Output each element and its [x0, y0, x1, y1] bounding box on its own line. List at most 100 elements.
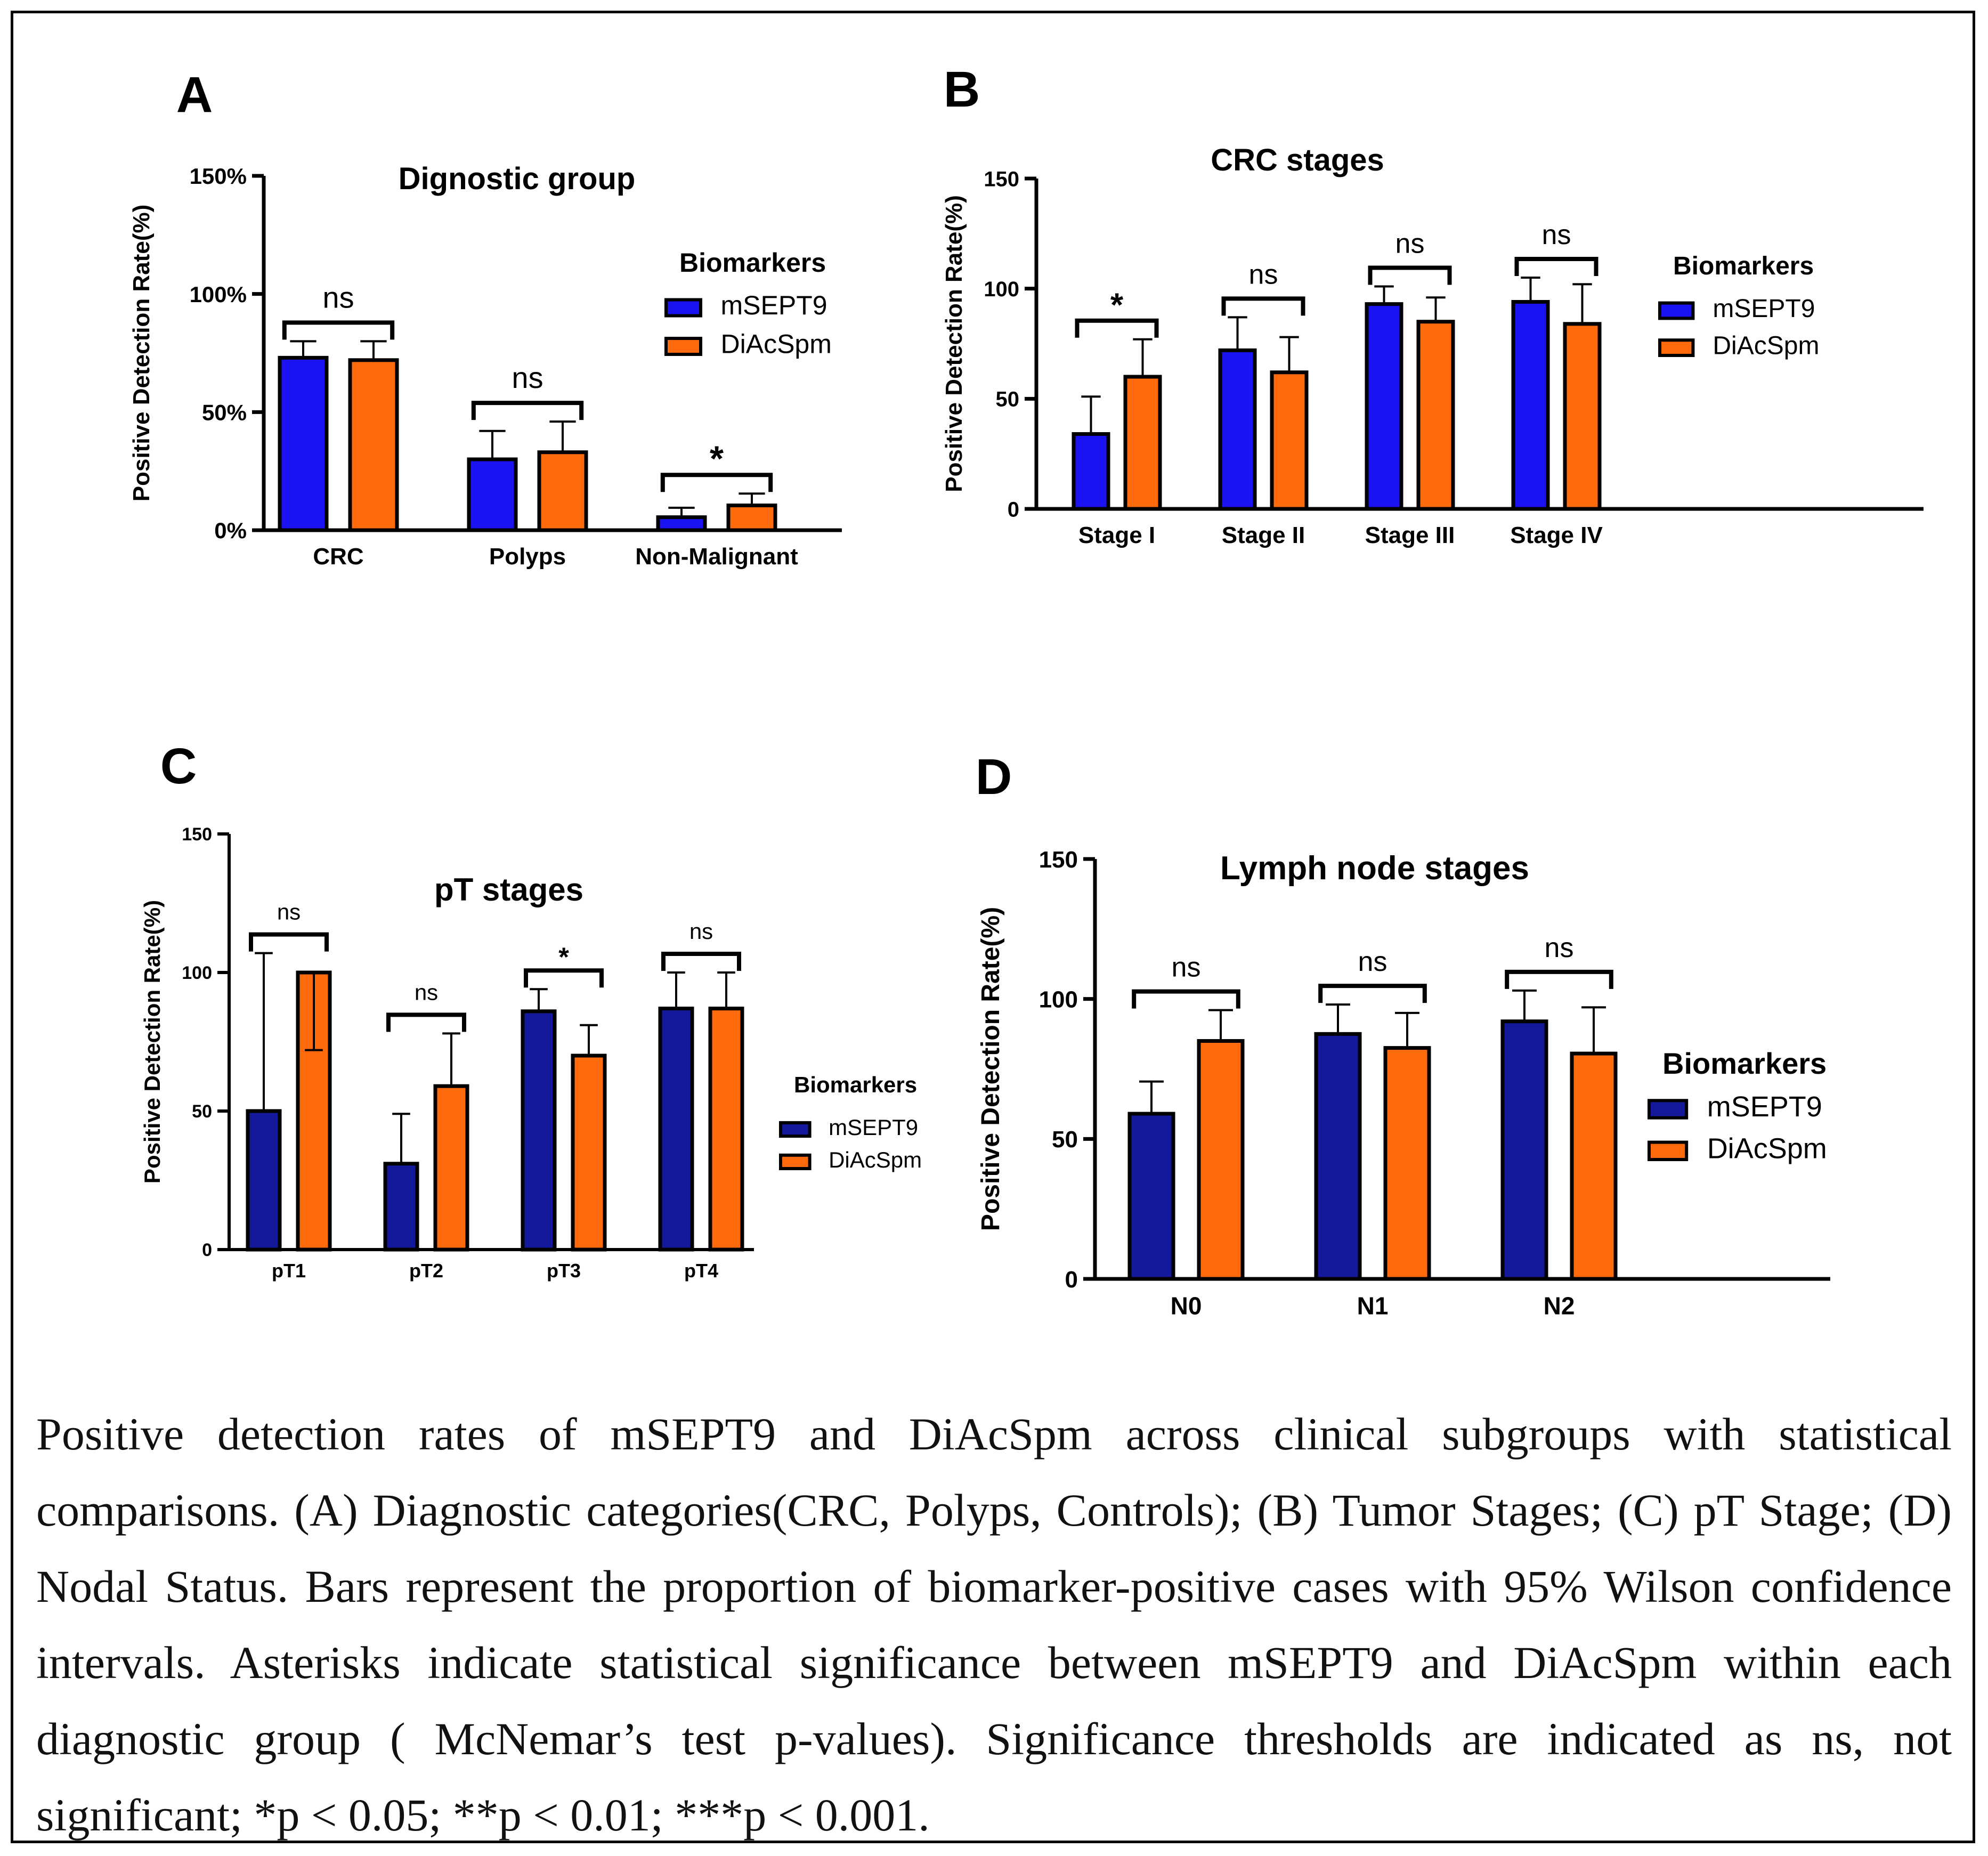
panel-c-svg: CpT stages Positive Detection Rate(%) 0 50 1… — [140, 738, 922, 1282]
panel-d-legend-label-diacspm: DiAcSpm — [1707, 1132, 1827, 1164]
panel-c-significance-label: ns — [689, 919, 713, 944]
panel-d-title: Lymph node stages — [1220, 850, 1529, 887]
panel-d-significance-bracket — [1505, 969, 1613, 989]
panel-d-significance-bracket — [1318, 984, 1427, 1003]
panel-d-letter: D — [976, 749, 1012, 805]
panel-c-category-label: pT1 — [272, 1260, 306, 1282]
panel-a-legend-swatch-msept9 — [664, 298, 702, 318]
panel-b-significance-label: ns — [1542, 220, 1571, 250]
figure-caption: Positive detection rates of mSEPT9 and D… — [36, 1408, 1952, 1841]
panel-c-category-label: pT2 — [409, 1260, 443, 1282]
panel-c-bar-msept9 — [658, 1007, 694, 1252]
panel-c-title: pT stages — [434, 872, 583, 907]
panel-d-bar-diacspm — [1383, 1046, 1431, 1281]
panel-c-bar-msept9 — [246, 1109, 282, 1252]
panel-a-title: Dignostic group — [399, 161, 636, 196]
panel-a-ytick-label: 150% — [190, 164, 247, 189]
panel-d-significance-label: ns — [1172, 952, 1201, 983]
panel-a-bar-msept9 — [278, 355, 329, 532]
panel-c-category-label: pT4 — [684, 1260, 718, 1282]
panel-d-ytick-label: 150 — [1039, 847, 1078, 873]
panel-a-legend-title: Biomarkers — [679, 248, 826, 278]
panel-b-significance-label: ns — [1395, 229, 1425, 260]
panel-d-svg: D Lymph node stages Positive Detection Rat… — [976, 749, 1830, 1320]
panel-a-bar-msept9 — [467, 457, 518, 532]
panel-b-bar-msept9 — [1072, 432, 1110, 511]
panel-a-letter: A — [176, 67, 213, 123]
panel-b-ylabel: Positive Detection Rate(%) — [941, 195, 967, 492]
panel-a-ylabel: Positive Detection Rate(%) — [128, 205, 155, 501]
panel-b-legend-title: Biomarkers — [1673, 252, 1814, 280]
panel-c-legend-label-diacspm: DiAcSpm — [829, 1147, 922, 1172]
panel-a-significance-label: ns — [512, 361, 543, 394]
panel-a-significance-bracket — [471, 401, 584, 420]
panel-b-ytick-label: 0 — [1008, 498, 1019, 521]
panel-c-bar-diacspm — [433, 1084, 469, 1252]
panel-d-bar-diacspm — [1570, 1051, 1618, 1281]
panel-d-ylabel: Positive Detection Rate(%) — [977, 907, 1005, 1231]
panel-c-bar-diacspm — [571, 1053, 607, 1252]
panel-c-bar-msept9 — [383, 1162, 419, 1252]
panel-c-category-label: pT3 — [547, 1260, 581, 1282]
panel-d-ytick-label: 0 — [1065, 1267, 1078, 1293]
panel-d-significance-label: ns — [1545, 933, 1574, 963]
panel-d-ytick-label: 50 — [1052, 1126, 1078, 1153]
panel-c-ylabel: Positive Detection Rate(%) — [140, 900, 165, 1184]
panel-c-significance-label: ns — [415, 979, 438, 1004]
panel-b-legend-swatch-diacspm — [1658, 338, 1695, 358]
panel-a-legend-label-msept9: mSEPT9 — [721, 290, 827, 320]
panel-d-bar-msept9 — [1314, 1032, 1362, 1281]
panel-b-title: CRC stages — [1211, 143, 1384, 177]
panel-a-ytick-label: 100% — [190, 282, 247, 307]
panel-d-legend-title: Biomarkers — [1662, 1047, 1827, 1080]
panel-b-significance-bracket — [1075, 318, 1159, 338]
panel-a-chart: A Dignostic group Positive Detection Rate(… — [107, 48, 906, 661]
panel-d-category-label: N0 — [1171, 1292, 1202, 1320]
panel-a-significance-label: ns — [322, 280, 354, 314]
panel-d-significance-label: ns — [1358, 946, 1387, 977]
panel-c-letter: C — [160, 738, 197, 795]
panel-c-ytick-label: 150 — [182, 824, 212, 845]
panel-a-significance-label: * — [710, 439, 724, 479]
panel-b-svg: B CRC stages Positive Detection Rate(%) 0 50… — [941, 61, 1924, 548]
panel-b-bar-diacspm — [1416, 320, 1455, 511]
panel-b-bar-msept9 — [1511, 299, 1550, 511]
panel-a-bar-diacspm — [726, 503, 777, 532]
panel-c-legend-swatch-msept9 — [779, 1121, 812, 1138]
panel-b-ytick-label: 100 — [984, 278, 1019, 301]
panel-b-ytick-label: 150 — [984, 167, 1019, 191]
panel-c-significance-label: ns — [277, 899, 301, 925]
panel-b-significance-bracket — [1514, 257, 1598, 276]
panel-b-legend-swatch-msept9 — [1658, 301, 1695, 320]
panel-a-category-label: Polyps — [489, 544, 566, 570]
panel-b-letter: B — [944, 61, 980, 118]
panel-d-legend-label-msept9: mSEPT9 — [1707, 1091, 1822, 1123]
figure-frame — [11, 11, 1975, 1843]
panel-c-significance-bracket — [524, 968, 604, 988]
panel-b-significance-bracket — [1221, 296, 1305, 316]
panel-d-category-label: N1 — [1357, 1292, 1389, 1320]
panel-d-ytick-label: 100 — [1039, 987, 1078, 1013]
panel-b-significance-bracket — [1368, 265, 1452, 285]
panel-b-bar-msept9 — [1365, 302, 1403, 511]
panel-a-svg: A Dignostic group Positive Detection Rate(… — [128, 67, 842, 570]
panel-a-bar-diacspm — [537, 450, 588, 532]
panel-b-bar-diacspm — [1270, 370, 1309, 511]
panel-b-bar-diacspm — [1563, 322, 1602, 511]
panel-b-legend-label-diacspm: DiAcSpm — [1713, 332, 1819, 360]
panel-a-ytick-label: 0% — [214, 518, 247, 543]
panel-a-significance-bracket — [660, 473, 773, 492]
panel-a-bar-msept9 — [656, 515, 707, 532]
panel-c-ytick-label: 100 — [182, 963, 212, 983]
panel-a-legend-label-diacspm: DiAcSpm — [721, 329, 832, 359]
panel-c-bar-msept9 — [521, 1009, 557, 1252]
panel-b-legend-label-msept9: mSEPT9 — [1713, 295, 1815, 323]
panel-b-significance-label: ns — [1249, 259, 1278, 290]
panel-c-ytick-label: 0 — [202, 1240, 212, 1260]
panel-c-significance-bracket — [249, 932, 329, 952]
panel-b-category-label: Stage II — [1222, 522, 1305, 548]
panel-d-chart: D Lymph node stages Positive Detection Rat… — [906, 719, 1945, 1332]
panel-a-significance-bracket — [282, 320, 395, 340]
panel-c-legend-title: Biomarkers — [794, 1072, 917, 1097]
